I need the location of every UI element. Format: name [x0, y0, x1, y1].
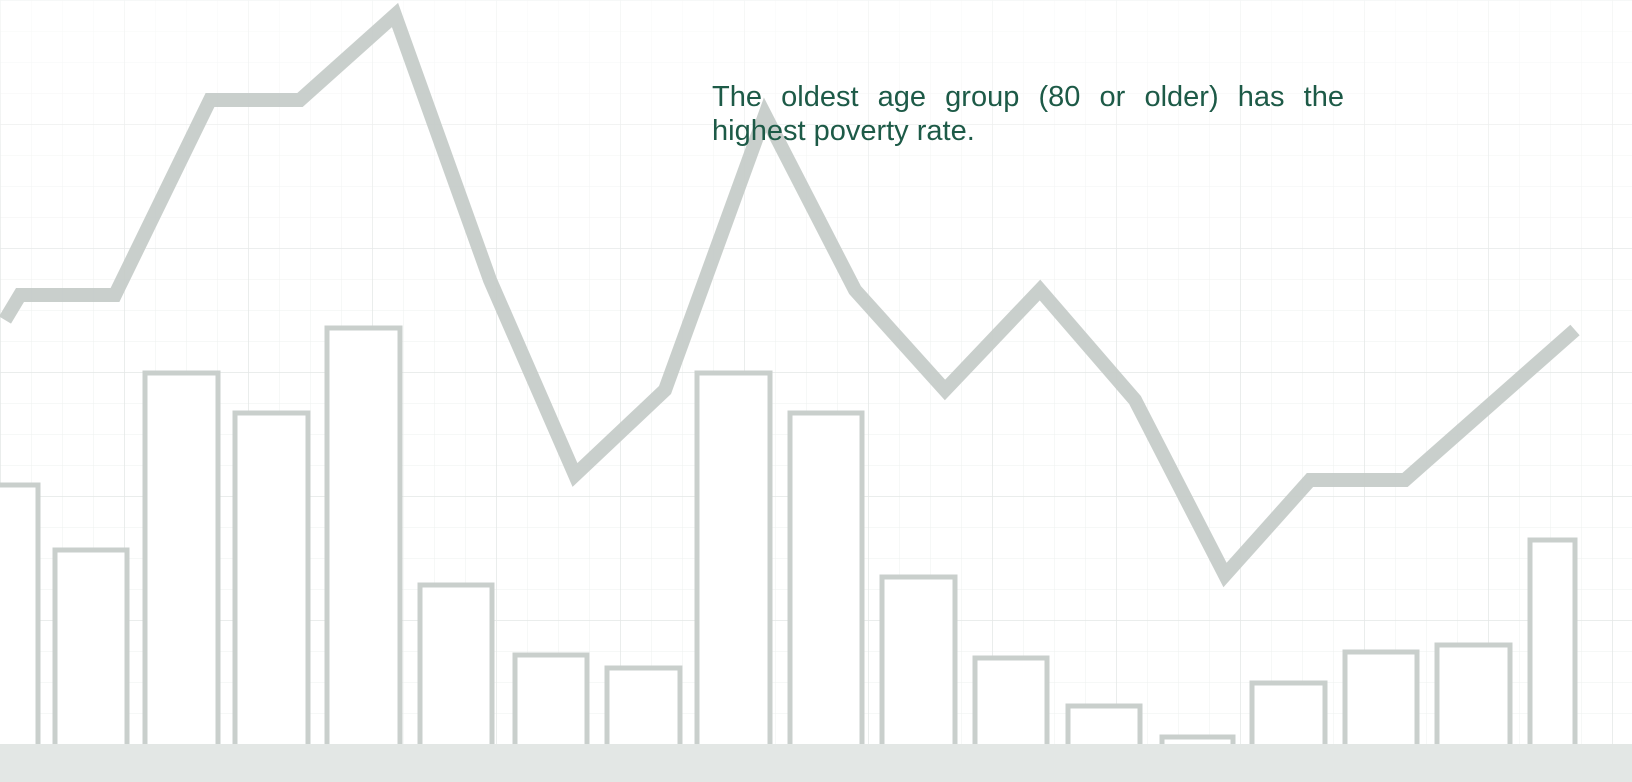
body-paragraph: The oldest age group (80 or older) has t… — [712, 81, 1344, 147]
